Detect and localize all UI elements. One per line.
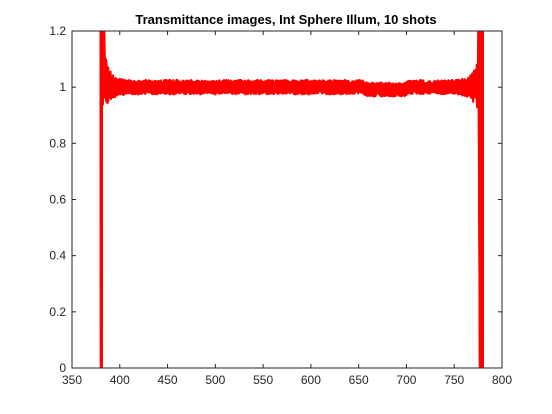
series-layer [99, 31, 484, 368]
axes-layer: 350 400 450 500 550 600 650 700 750 800 0 0.2 0.4 0.6… [49, 24, 512, 387]
left-edge-band [100, 31, 103, 368]
y-tick-label-0.4: 0.4 [49, 249, 66, 263]
y-tick-label-1: 1 [59, 80, 66, 94]
x-tick-label-450: 450 [158, 373, 178, 387]
x-tick-label-350: 350 [62, 373, 82, 387]
x-tick-label-400: 400 [110, 373, 130, 387]
y-tick-label-0.2: 0.2 [49, 305, 66, 319]
x-tick-label-650: 650 [349, 373, 369, 387]
chart-title: Transmittance images, Int Sphere Illum, … [135, 12, 436, 27]
x-tick-label-600: 600 [301, 373, 321, 387]
y-tick-label-0: 0 [59, 361, 66, 375]
x-tick-label-700: 700 [396, 373, 416, 387]
y-tick-label-1.2: 1.2 [49, 24, 66, 38]
x-tick-label-550: 550 [253, 373, 273, 387]
x-tick-label-750: 750 [444, 373, 464, 387]
right-edge-band [480, 31, 484, 368]
series-line-10 [99, 31, 484, 368]
y-tick-label-0.8: 0.8 [49, 136, 66, 150]
y-tick-label-0.6: 0.6 [49, 193, 66, 207]
x-tick-label-800: 800 [492, 373, 512, 387]
x-tick-label-500: 500 [205, 373, 225, 387]
